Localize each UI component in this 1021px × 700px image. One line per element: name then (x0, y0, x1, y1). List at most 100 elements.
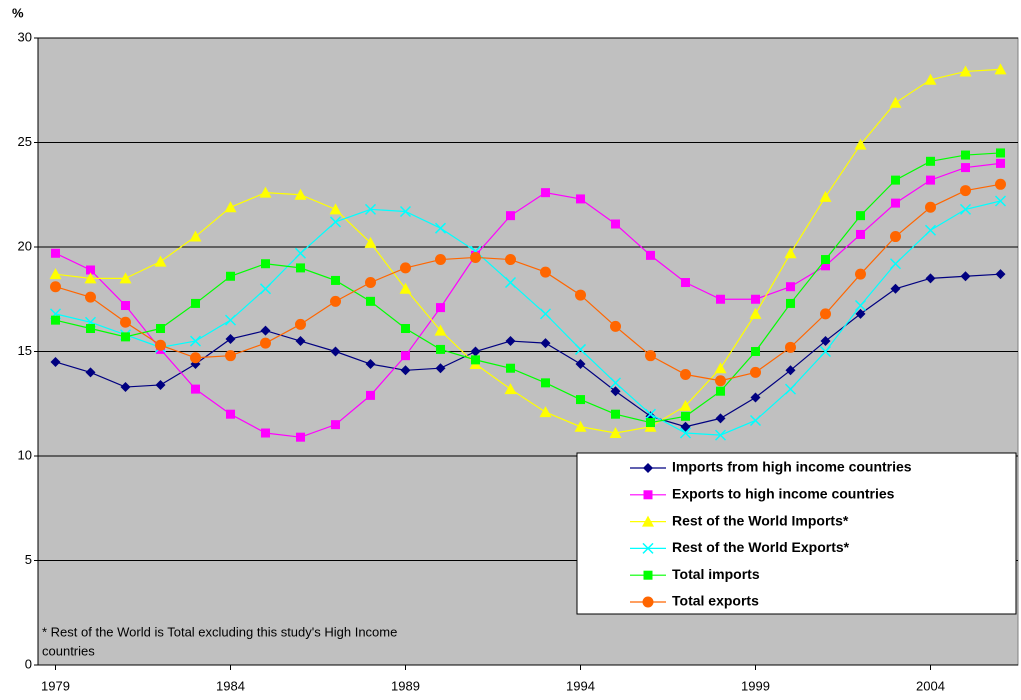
marker (506, 211, 515, 221)
marker (890, 231, 901, 243)
marker (576, 395, 585, 405)
series-line (55, 183, 1001, 382)
marker (121, 332, 130, 342)
marker (642, 515, 654, 527)
marker (401, 351, 410, 361)
marker (365, 359, 376, 370)
marker (470, 346, 481, 357)
marker (610, 320, 621, 332)
y-tick-label: 25 (18, 134, 32, 149)
marker (646, 250, 655, 260)
marker (51, 315, 60, 325)
marker (995, 269, 1006, 280)
marker (750, 366, 761, 378)
marker (435, 363, 446, 374)
marker (714, 362, 727, 374)
marker (644, 408, 657, 420)
marker (225, 350, 236, 362)
marker (224, 314, 237, 326)
legend-box (576, 452, 1017, 615)
marker (784, 247, 797, 259)
marker (680, 421, 691, 432)
marker (643, 490, 653, 500)
marker (50, 356, 61, 367)
marker (504, 276, 517, 289)
marker (855, 268, 866, 280)
marker (296, 263, 305, 273)
marker (50, 281, 61, 293)
marker (259, 186, 272, 198)
x-tick-label: 1999 (741, 678, 770, 693)
marker (890, 283, 901, 294)
marker (84, 272, 97, 284)
legend-label: Imports from high income countries (672, 459, 912, 475)
marker (680, 368, 691, 380)
marker (610, 386, 621, 397)
marker (435, 254, 446, 266)
marker (330, 295, 341, 307)
marker (471, 355, 480, 365)
marker (961, 163, 970, 173)
marker (504, 383, 517, 395)
x-tick-label: 2004 (916, 678, 945, 693)
marker (889, 258, 902, 270)
marker (784, 383, 797, 395)
x-tick-label: 1989 (391, 678, 420, 693)
marker (506, 363, 515, 373)
marker (609, 377, 622, 389)
marker (121, 301, 130, 311)
marker (751, 347, 760, 356)
marker (259, 283, 272, 295)
marker (155, 379, 166, 390)
marker (261, 428, 270, 438)
marker (329, 216, 342, 228)
marker (995, 178, 1006, 190)
marker (749, 307, 762, 319)
marker (156, 324, 165, 334)
annotation: * Rest of the World is Total excluding t… (42, 624, 397, 639)
marker (820, 336, 831, 347)
marker (576, 194, 585, 204)
marker (889, 96, 902, 108)
marker (786, 298, 795, 308)
marker (856, 229, 865, 239)
legend-label: Total imports (672, 566, 760, 582)
marker (49, 268, 62, 280)
marker (750, 392, 761, 403)
marker (86, 265, 95, 275)
marker (642, 542, 654, 554)
marker (189, 230, 202, 242)
marker (821, 261, 830, 271)
marker (749, 414, 762, 427)
marker (819, 190, 832, 202)
marker (575, 359, 586, 370)
marker (470, 251, 481, 263)
marker (854, 299, 867, 312)
marker (751, 294, 760, 304)
marker (189, 335, 202, 347)
marker (926, 156, 935, 166)
marker (959, 65, 972, 77)
marker (715, 413, 726, 424)
marker (994, 195, 1007, 207)
marker (539, 406, 552, 418)
marker (331, 420, 340, 430)
marker (365, 277, 376, 289)
marker (785, 341, 796, 353)
x-tick-label: 1984 (216, 678, 245, 693)
marker (295, 336, 306, 347)
marker (679, 399, 692, 411)
marker (436, 344, 445, 354)
marker (541, 188, 550, 198)
marker (574, 343, 587, 355)
marker (960, 185, 971, 197)
marker (191, 384, 200, 394)
marker (611, 409, 620, 419)
marker (820, 308, 831, 320)
series-line (55, 162, 1001, 438)
marker (819, 345, 832, 358)
marker (716, 386, 725, 396)
marker (646, 418, 655, 428)
marker (434, 324, 447, 336)
marker (329, 203, 342, 215)
